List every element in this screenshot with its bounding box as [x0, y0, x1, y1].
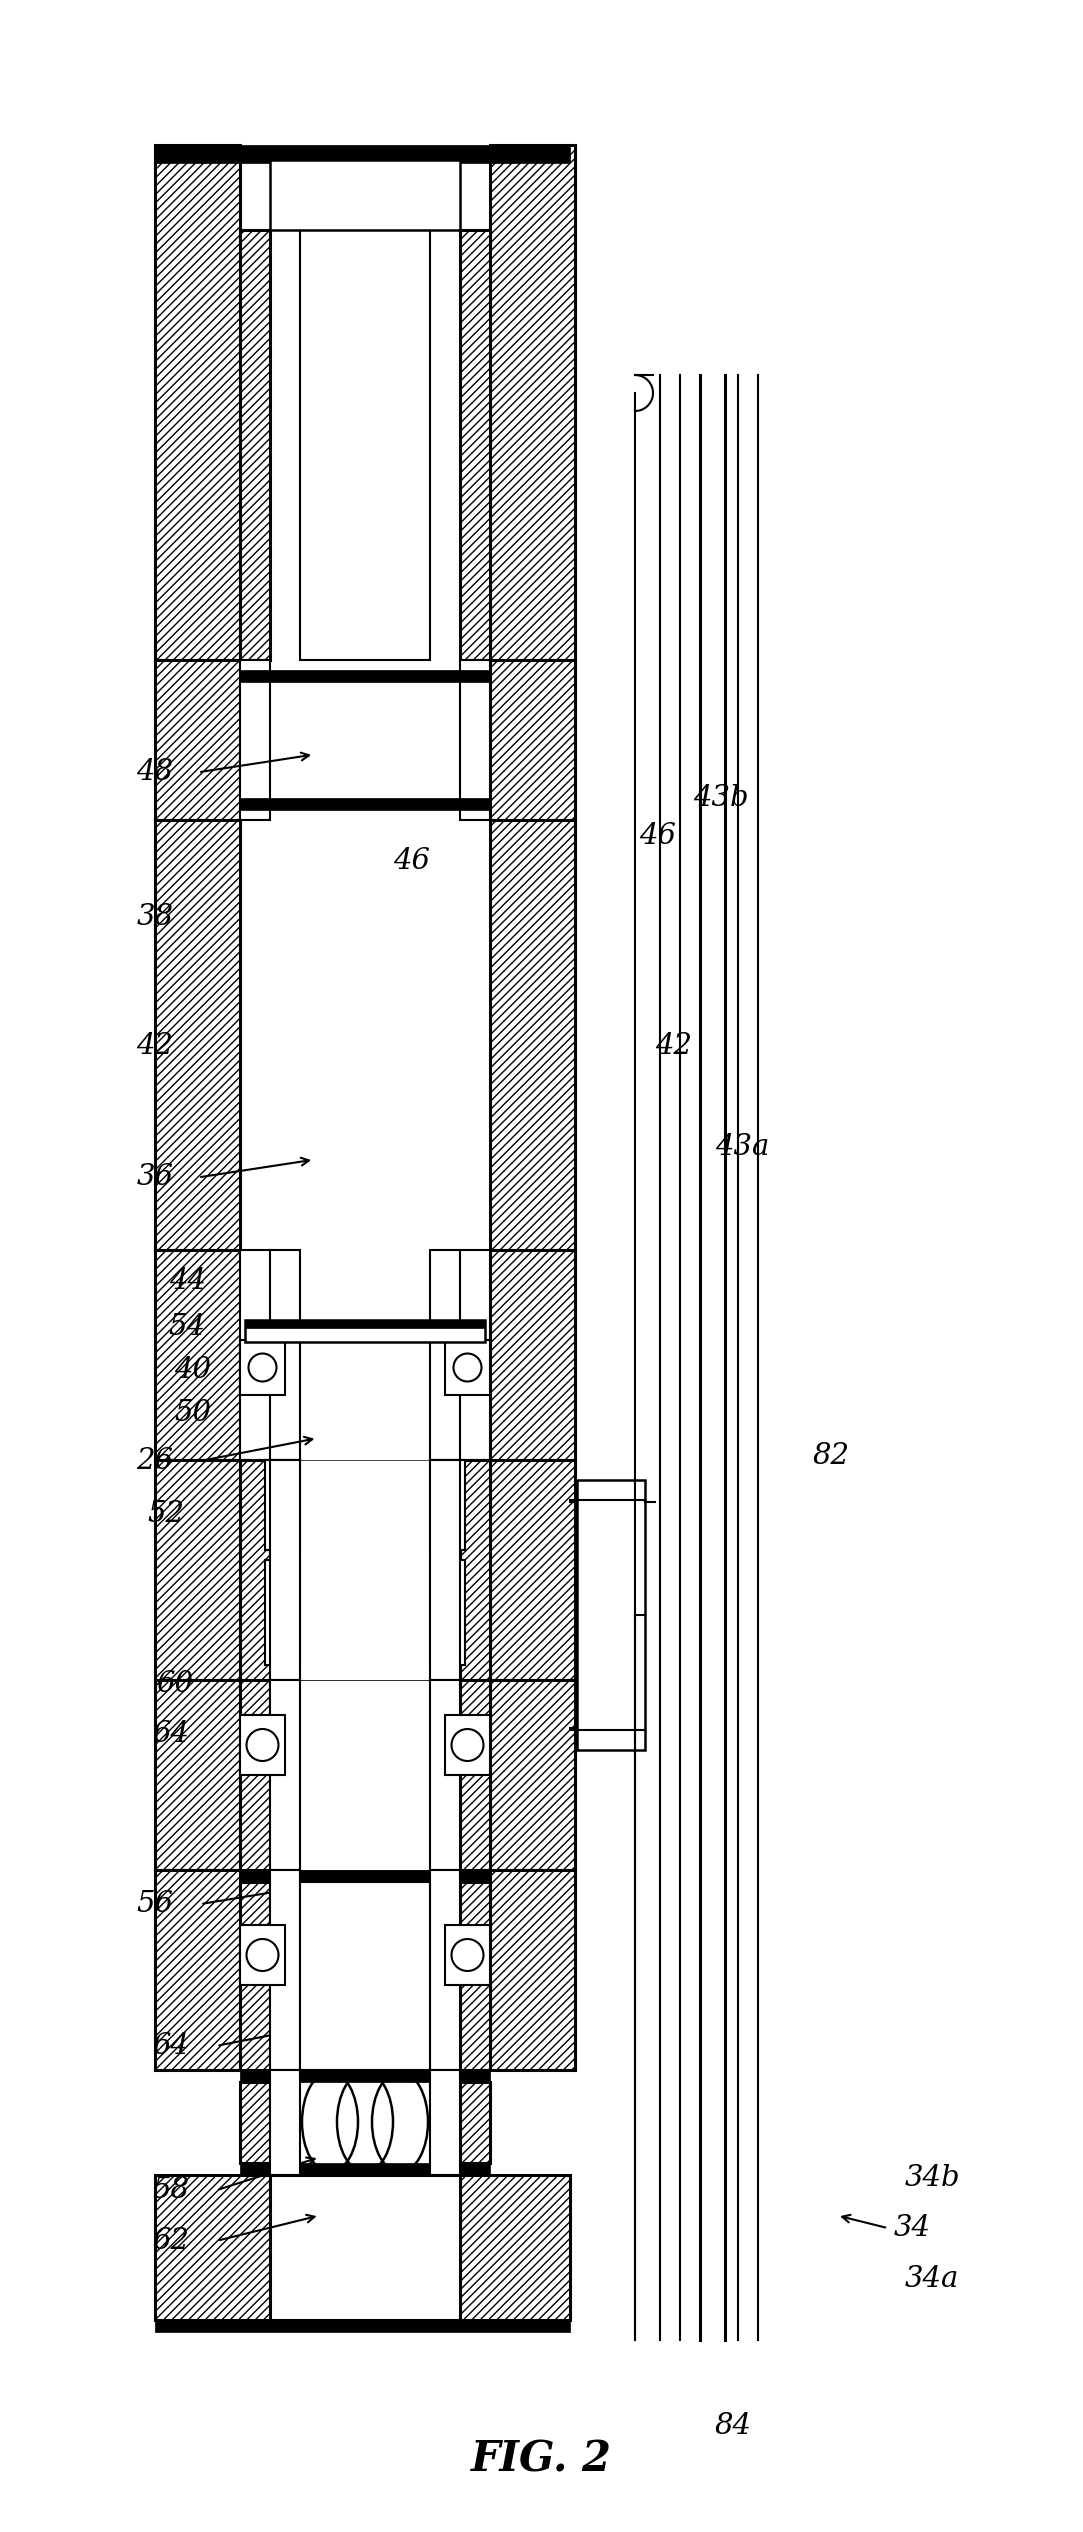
Bar: [155, 144, 570, 162]
Bar: [460, 2175, 570, 2319]
Bar: [240, 1881, 270, 2071]
Bar: [155, 2319, 570, 2332]
Bar: [155, 1681, 240, 1871]
Bar: [460, 230, 490, 661]
Bar: [155, 1871, 240, 2071]
Bar: [155, 1461, 240, 1681]
Bar: [155, 1251, 240, 1461]
Bar: [460, 1881, 490, 2071]
Text: 34a: 34a: [904, 2264, 958, 2294]
Bar: [445, 1339, 490, 1395]
Bar: [490, 1681, 575, 1871]
Bar: [240, 671, 490, 681]
Bar: [300, 1881, 430, 2071]
Bar: [490, 820, 575, 1251]
Bar: [430, 2071, 460, 2175]
Text: 43b: 43b: [693, 782, 748, 813]
Bar: [445, 1924, 490, 1985]
Bar: [430, 1871, 460, 2071]
Bar: [490, 1251, 575, 1461]
Text: 46: 46: [393, 846, 430, 876]
Text: 64: 64: [153, 1719, 190, 1750]
Bar: [270, 1871, 300, 2071]
Bar: [430, 1251, 460, 1461]
Text: 58: 58: [153, 2175, 190, 2205]
Bar: [300, 230, 430, 661]
Text: 60: 60: [156, 1669, 193, 1699]
Bar: [155, 820, 240, 1251]
Text: 26: 26: [136, 1446, 173, 1476]
Bar: [577, 1481, 645, 1750]
Bar: [430, 1461, 465, 1550]
Text: 44: 44: [169, 1266, 206, 1296]
Bar: [460, 1461, 490, 1681]
Bar: [490, 144, 575, 661]
Bar: [240, 1871, 490, 1881]
Bar: [240, 2071, 490, 2081]
Text: 50: 50: [174, 1398, 211, 1428]
Bar: [270, 160, 460, 230]
Bar: [270, 1461, 300, 1681]
Bar: [455, 1251, 490, 1461]
Bar: [490, 661, 575, 820]
Bar: [460, 2081, 490, 2162]
Bar: [240, 2081, 270, 2162]
Bar: [430, 1560, 465, 1666]
Text: 46: 46: [639, 820, 676, 851]
Bar: [460, 661, 490, 820]
Bar: [240, 661, 270, 820]
Bar: [430, 1681, 460, 1871]
Bar: [430, 1461, 460, 1681]
Text: 38: 38: [136, 901, 173, 932]
Bar: [240, 1461, 270, 1681]
Text: 84: 84: [715, 2410, 752, 2441]
Text: 42: 42: [136, 1031, 173, 1061]
Text: 82: 82: [812, 1441, 849, 1471]
Text: 34: 34: [893, 2213, 930, 2243]
Text: 62: 62: [153, 2226, 190, 2256]
Text: 48: 48: [136, 757, 173, 787]
Bar: [240, 1681, 270, 1871]
Bar: [245, 1319, 485, 1342]
Bar: [490, 1461, 575, 1681]
Text: 42: 42: [655, 1031, 692, 1061]
Bar: [270, 1681, 460, 1871]
Bar: [490, 1871, 575, 2071]
Bar: [270, 1681, 300, 1871]
Bar: [240, 1714, 285, 1775]
Bar: [445, 1714, 490, 1775]
Text: 64: 64: [153, 2031, 190, 2061]
Text: FIG. 2: FIG. 2: [471, 2438, 612, 2481]
Bar: [270, 1251, 300, 1461]
Text: 34b: 34b: [904, 2162, 960, 2193]
Bar: [270, 2071, 300, 2175]
Text: 43a: 43a: [715, 1132, 769, 1162]
Text: 52: 52: [147, 1499, 184, 1529]
Bar: [240, 1339, 285, 1395]
Bar: [270, 2175, 460, 2319]
Bar: [240, 798, 490, 810]
Bar: [240, 2162, 490, 2175]
Text: 56: 56: [136, 1889, 173, 1919]
Text: 40: 40: [174, 1355, 211, 1385]
Bar: [245, 1319, 485, 1327]
Bar: [265, 1461, 300, 1550]
Bar: [155, 144, 240, 661]
Bar: [240, 230, 270, 661]
Bar: [155, 2175, 270, 2319]
Text: 36: 36: [136, 1162, 173, 1193]
Bar: [240, 1924, 285, 1985]
Bar: [265, 1560, 300, 1666]
Bar: [270, 1461, 460, 1681]
Bar: [240, 1251, 275, 1461]
Bar: [460, 1681, 490, 1871]
Text: 54: 54: [169, 1312, 206, 1342]
Bar: [155, 661, 240, 820]
